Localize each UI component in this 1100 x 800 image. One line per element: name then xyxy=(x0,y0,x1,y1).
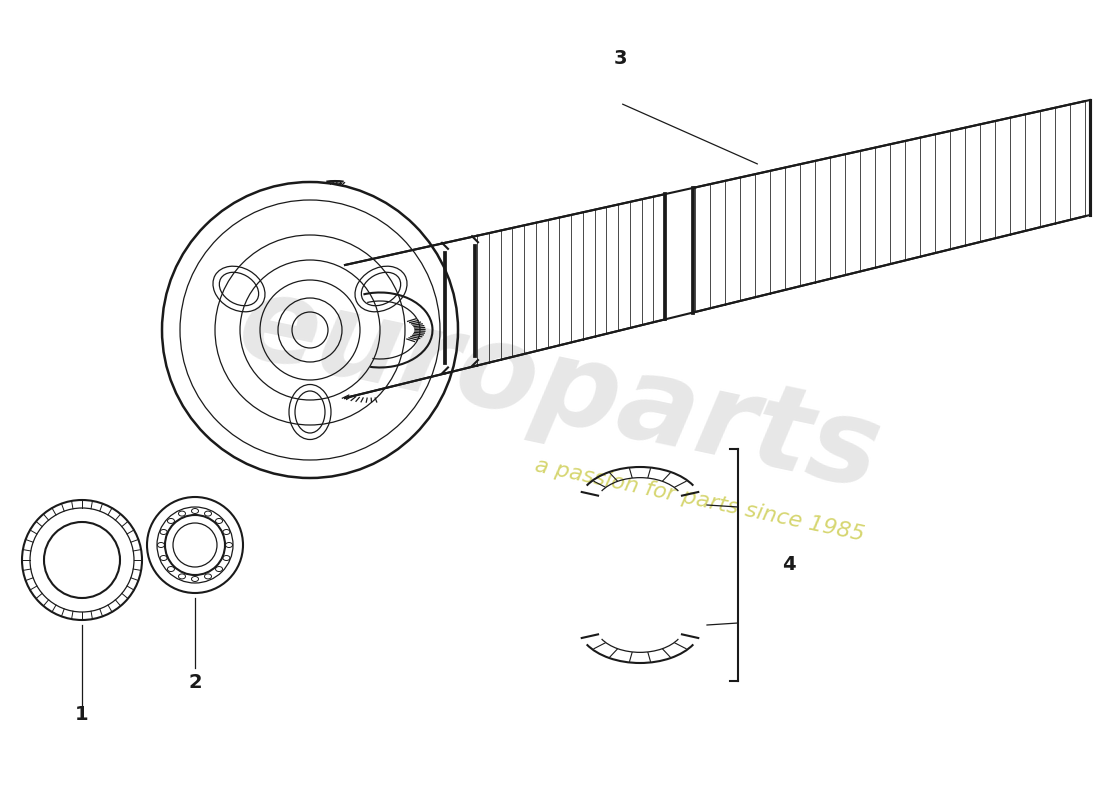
Text: 1: 1 xyxy=(75,706,89,725)
Text: europarts: europarts xyxy=(229,266,891,514)
Text: 2: 2 xyxy=(188,674,201,693)
Text: a passion for parts since 1985: a passion for parts since 1985 xyxy=(534,455,867,545)
Text: 4: 4 xyxy=(782,555,795,574)
Text: 3: 3 xyxy=(614,49,627,67)
